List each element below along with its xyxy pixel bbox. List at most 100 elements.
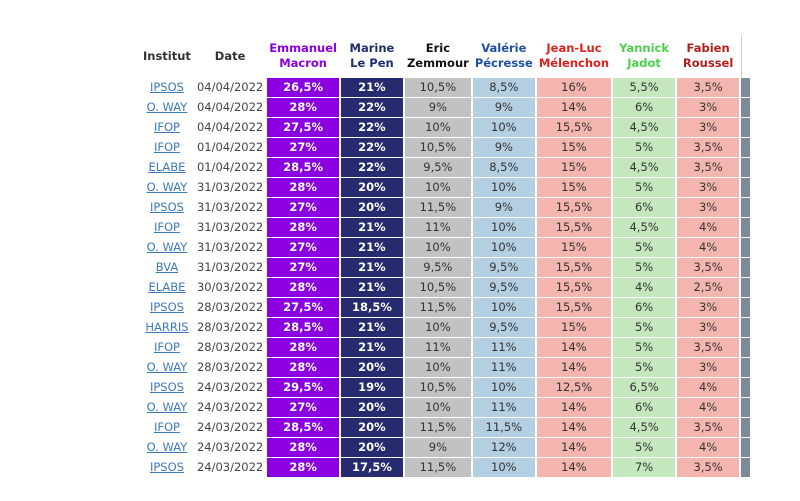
score-cell: 6,5% [613, 378, 676, 397]
institute-link[interactable]: IPSOS [149, 380, 184, 394]
institute-link[interactable]: IFOP [153, 120, 180, 134]
date-cell: 28/03/2022 [196, 340, 264, 354]
score-cell: 5% [613, 138, 676, 157]
score-cell: 27% [267, 138, 339, 157]
score-cell: 3,5% [677, 138, 740, 157]
score-cell: 2,5% [677, 278, 740, 297]
cut-off-cell [741, 438, 751, 457]
score-cell: 27% [267, 198, 339, 217]
score-cell: 6% [613, 398, 676, 417]
institute-cell: IFOP [141, 338, 193, 357]
score-cell: 3% [677, 198, 740, 217]
score-cell: 4,5% [613, 118, 676, 137]
score-cell: 28% [267, 458, 339, 477]
column-header: Yannick Jadot [613, 35, 675, 77]
institute-link[interactable]: ELABE [148, 160, 186, 174]
score-cell: 3% [677, 98, 740, 117]
institute-link[interactable]: ELABE [148, 280, 186, 294]
date-cell: 30/03/2022 [196, 280, 264, 294]
date-cell: 04/04/2022 [196, 80, 264, 94]
score-cell: 15% [536, 138, 612, 157]
institute-cell: O. WAY [141, 438, 193, 457]
institute-link[interactable]: IFOP [153, 140, 180, 154]
score-cell: 15,5% [536, 258, 612, 277]
table-row: IPSOS 24/03/2022 28% 17,5% 11,5% 10% 14% 7% 3,5% [141, 458, 751, 477]
header-line: Emmanuel [269, 41, 337, 55]
cut-off-cell [741, 118, 751, 137]
poll-table: Institut Date Emmanuel Macron Marine Le Pen Er… [139, 34, 752, 478]
score-cell: 10% [404, 358, 471, 377]
score-cell: 20% [340, 418, 403, 437]
institute-link[interactable]: IFOP [153, 420, 180, 434]
institute-link[interactable]: IPSOS [149, 200, 184, 214]
date-cell: 28/03/2022 [196, 360, 264, 374]
institute-link[interactable]: IFOP [153, 340, 180, 354]
score-cell: 11,5% [404, 418, 471, 437]
column-header: Institut [141, 35, 193, 77]
institute-link[interactable]: IPSOS [149, 80, 184, 94]
score-cell: 27% [267, 398, 339, 417]
table-row: BVA 31/03/2022 27% 21% 9,5% 9,5% 15,5% 5% 3,5% [141, 258, 751, 277]
score-cell: 27,5% [267, 298, 339, 317]
score-cell: 10% [472, 238, 535, 257]
column-header: Fabien Roussel [677, 35, 739, 77]
score-cell: 28% [267, 98, 339, 117]
score-cell: 10% [404, 178, 471, 197]
score-cell: 10% [472, 118, 535, 137]
score-cell: 20% [340, 398, 403, 417]
table-row: O. WAY 04/04/2022 28% 22% 9% 9% 14% 6% 3% [141, 98, 751, 117]
date-cell: 24/03/2022 [196, 400, 264, 414]
score-cell: 3,5% [677, 458, 740, 477]
institute-link[interactable]: O. WAY [146, 440, 188, 454]
table-row: ELABE 01/04/2022 28,5% 22% 9,5% 8,5% 15% 4,5% 3,… [141, 158, 751, 177]
score-cell: 28% [267, 438, 339, 457]
score-cell: 4% [677, 378, 740, 397]
score-cell: 26,5% [267, 78, 339, 97]
institute-link[interactable]: IPSOS [149, 300, 184, 314]
score-cell: 22% [340, 158, 403, 177]
header-line: Pécresse [474, 56, 533, 70]
score-cell: 14% [536, 338, 612, 357]
score-cell: 11% [404, 218, 471, 237]
score-cell: 10,5% [404, 378, 471, 397]
institute-link[interactable]: HARRIS [145, 320, 189, 334]
date-cell: 31/03/2022 [196, 240, 264, 254]
institute-cell: BVA [141, 258, 193, 277]
date-cell: 01/04/2022 [196, 160, 264, 174]
date-cell: 24/03/2022 [196, 440, 264, 454]
institute-link[interactable]: IFOP [153, 220, 180, 234]
cut-off-cell [741, 398, 751, 417]
table-row: IFOP 04/04/2022 27,5% 22% 10% 10% 15,5% 4,5% 3% [141, 118, 751, 137]
institute-link[interactable]: O. WAY [146, 240, 188, 254]
score-cell: 20% [340, 438, 403, 457]
date-cell: 31/03/2022 [196, 200, 264, 214]
institute-link[interactable]: IPSOS [149, 460, 184, 474]
score-cell: 21% [340, 338, 403, 357]
score-cell: 28% [267, 178, 339, 197]
score-cell: 9% [404, 438, 471, 457]
score-cell: 10,5% [404, 278, 471, 297]
institute-link[interactable]: O. WAY [146, 100, 188, 114]
cut-off-cell [741, 378, 751, 397]
institute-link[interactable]: BVA [155, 260, 179, 274]
column-header: Emmanuel Macron [267, 35, 339, 77]
institute-cell: ELABE [141, 278, 193, 297]
institute-link[interactable]: O. WAY [146, 180, 188, 194]
score-cell: 9,5% [472, 258, 535, 277]
score-cell: 28,5% [267, 418, 339, 437]
institute-link[interactable]: O. WAY [146, 360, 188, 374]
cut-off-column [741, 35, 750, 77]
institute-cell: ELABE [141, 158, 193, 177]
table-row: O. WAY 31/03/2022 27% 21% 10% 10% 15% 5% 4% [141, 238, 751, 257]
date-cell: 04/04/2022 [196, 120, 264, 134]
score-cell: 15,5% [536, 278, 612, 297]
cut-off-cell [741, 158, 751, 177]
score-cell: 21% [340, 278, 403, 297]
score-cell: 21% [340, 258, 403, 277]
institute-link[interactable]: O. WAY [146, 400, 188, 414]
table-row: IFOP 24/03/2022 28,5% 20% 11,5% 11,5% 14% 4,5% 3… [141, 418, 751, 437]
institute-cell: IFOP [141, 138, 193, 157]
score-cell: 28% [267, 358, 339, 377]
institute-cell: O. WAY [141, 358, 193, 377]
table-row: O. WAY 28/03/2022 28% 20% 10% 11% 14% 5% 3% [141, 358, 751, 377]
